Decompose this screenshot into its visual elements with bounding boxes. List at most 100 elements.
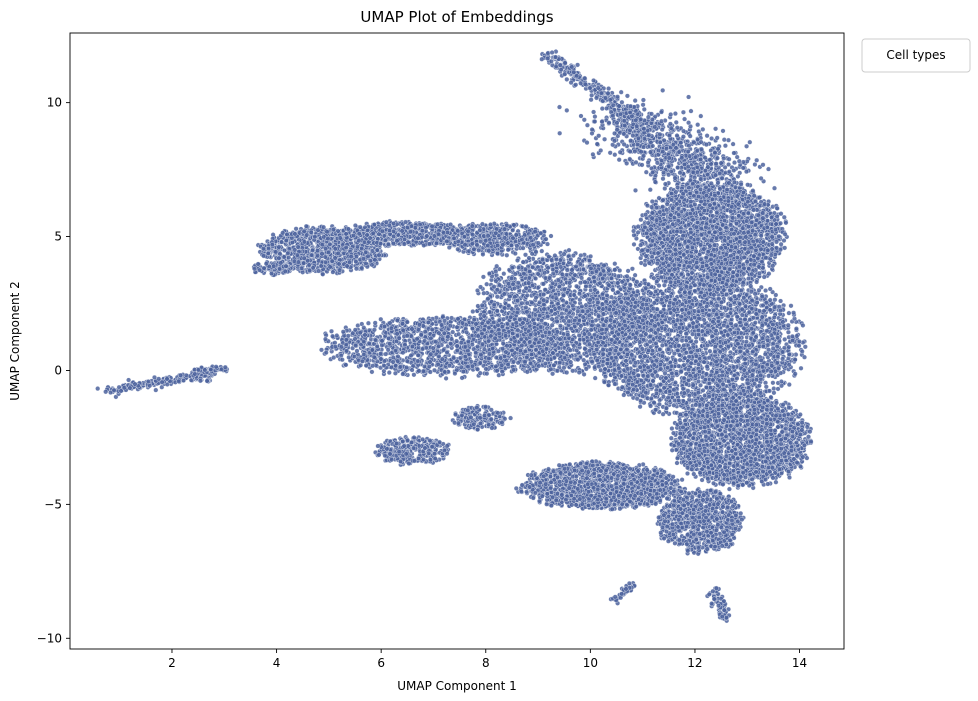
- scatter-point: [337, 235, 343, 241]
- scatter-point: [605, 90, 611, 96]
- scatter-point: [711, 596, 717, 602]
- scatter-point: [306, 262, 312, 268]
- scatter-point: [369, 262, 375, 268]
- scatter-point: [634, 123, 640, 129]
- scatter-point: [588, 97, 594, 103]
- scatter-point: [351, 233, 357, 239]
- scatter-point: [446, 245, 452, 250]
- scatter-point: [132, 381, 138, 387]
- scatter-point: [289, 240, 295, 245]
- scatter-point: [630, 133, 636, 139]
- scatter-point: [599, 106, 605, 112]
- scatter-point: [319, 251, 325, 257]
- scatter-point: [660, 149, 666, 155]
- scatter-point: [394, 238, 400, 244]
- scatter-point: [594, 141, 600, 147]
- scatter-point: [633, 187, 638, 193]
- scatter-point: [310, 265, 316, 271]
- scatter-point: [703, 142, 709, 148]
- scatter-point: [624, 93, 630, 99]
- scatter-point: [598, 90, 604, 96]
- scatter-point: [676, 149, 682, 155]
- scatter-point: [103, 389, 109, 395]
- scatter-point: [121, 385, 127, 391]
- scatter-point: [584, 140, 590, 146]
- scatter-point: [337, 267, 343, 273]
- scatter-point: [266, 246, 272, 251]
- scatter-point: [376, 252, 382, 258]
- scatter-point: [719, 175, 725, 181]
- scatter-point: [700, 126, 706, 132]
- scatter-point: [265, 250, 271, 256]
- scatter-point: [411, 445, 417, 451]
- scatter-point: [614, 120, 620, 126]
- scatter-point: [640, 97, 646, 103]
- scatter-point: [587, 85, 593, 91]
- scatter-point: [145, 379, 151, 385]
- scatter-point: [483, 404, 489, 410]
- scatter-point: [510, 227, 516, 233]
- scatter-point: [426, 450, 432, 456]
- scatter-point: [291, 258, 297, 264]
- scatter-point: [574, 73, 580, 79]
- scatter-point: [726, 156, 732, 162]
- scatter-point: [320, 271, 326, 277]
- scatter-point: [411, 372, 417, 378]
- scatter-point: [352, 223, 358, 228]
- scatter-point: [402, 236, 407, 242]
- scatter-point: [126, 377, 132, 383]
- scatter-point: [422, 445, 428, 451]
- scatter-point: [280, 230, 286, 236]
- scatter-point: [744, 143, 750, 149]
- scatter-point: [382, 237, 388, 243]
- scatter-point: [437, 439, 443, 445]
- scatter-point: [429, 223, 435, 229]
- scatter-point: [627, 149, 633, 154]
- scatter-point: [421, 457, 427, 463]
- scatter-point: [398, 458, 404, 464]
- scatter-point: [615, 94, 620, 100]
- scatter-point: [257, 267, 263, 273]
- scatter-point: [591, 109, 597, 115]
- scatter-point: [646, 132, 652, 138]
- scatter-point: [343, 245, 349, 250]
- scatter-point: [564, 107, 570, 113]
- scatter-point: [279, 239, 285, 245]
- scatter-point: [354, 253, 359, 259]
- scatter-point: [680, 109, 686, 115]
- scatter-point: [674, 133, 680, 139]
- scatter-point: [508, 415, 514, 421]
- scatter-point: [477, 227, 483, 233]
- scatter-point: [607, 150, 613, 156]
- scatter-point: [345, 226, 351, 232]
- scatter-point: [353, 259, 359, 265]
- scatter-point: [420, 436, 426, 442]
- scatter-point: [478, 421, 484, 426]
- scatter-point: [539, 56, 545, 62]
- scatter-point: [694, 164, 700, 170]
- scatter-point: [672, 175, 678, 181]
- scatter-point: [678, 140, 684, 146]
- scatter-point: [713, 172, 718, 178]
- scatter-point: [408, 229, 414, 235]
- scatter-point: [476, 247, 482, 253]
- scatter-point: [528, 235, 534, 241]
- scatter-point: [323, 246, 329, 252]
- scatter-point: [309, 252, 315, 258]
- scatter-point: [666, 133, 672, 139]
- scatter-point: [713, 126, 719, 132]
- scatter-point: [740, 159, 746, 165]
- scatter-point: [394, 441, 400, 446]
- scatter-point: [255, 261, 261, 267]
- scatter-point: [679, 144, 685, 150]
- scatter-point: [276, 244, 282, 250]
- scatter-point: [445, 229, 450, 235]
- scatter-point: [690, 169, 696, 175]
- scatter-point: [627, 156, 633, 162]
- scatter-point: [640, 102, 646, 108]
- scatter-point: [484, 371, 490, 377]
- scatter-point: [462, 242, 468, 248]
- scatter-point: [483, 238, 489, 244]
- scatter-point: [156, 376, 162, 382]
